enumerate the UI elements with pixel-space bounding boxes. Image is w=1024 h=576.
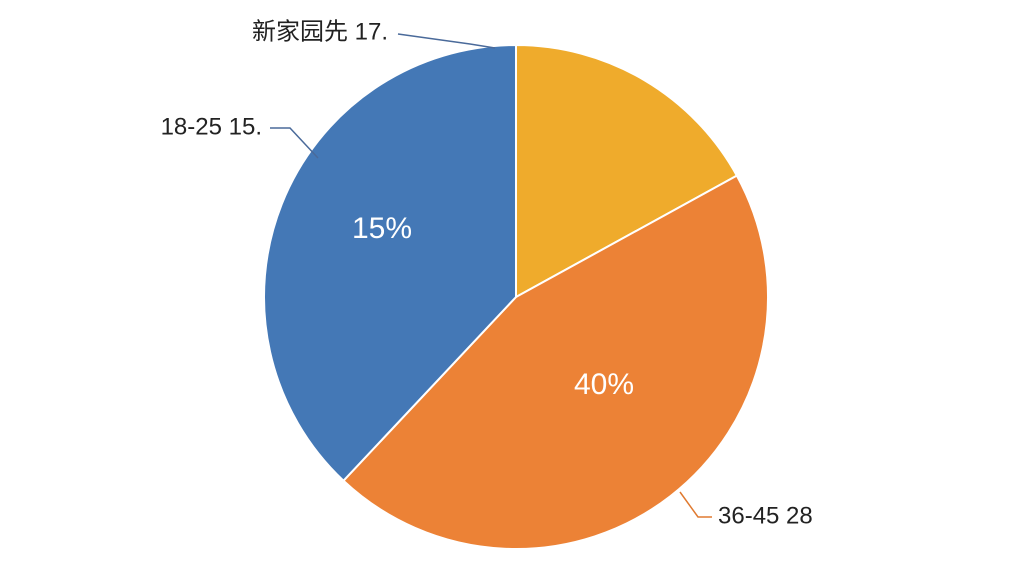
slice-label: 36-45 28 bbox=[718, 502, 813, 529]
slice-label: 18-25 15. bbox=[161, 113, 262, 140]
labels: 新家园先 17. 36-45 28 18-25 15. 15% 40% bbox=[161, 18, 813, 529]
leader-line bbox=[270, 127, 319, 159]
slice-annotation: 15% bbox=[352, 212, 412, 245]
slice-annotation: 40% bbox=[574, 368, 634, 401]
pie-slice bbox=[342, 174, 769, 550]
leader-line bbox=[397, 33, 496, 49]
slice-label: 新家园先 17. bbox=[252, 18, 388, 45]
pie-slice bbox=[263, 43, 517, 483]
pie-slice bbox=[515, 43, 739, 299]
leader-line bbox=[679, 491, 712, 518]
pie bbox=[263, 43, 769, 550]
